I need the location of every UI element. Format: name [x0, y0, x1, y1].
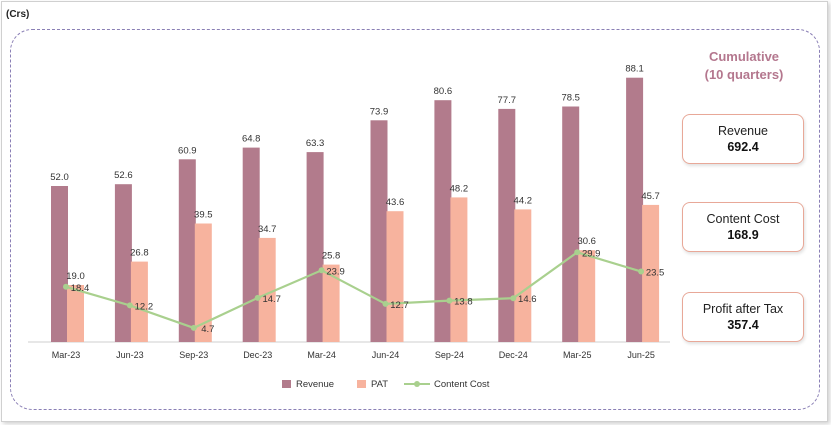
pat-bar	[514, 209, 532, 342]
content-cost-data-label: 23.5	[646, 268, 665, 279]
revenue-data-label: 52.6	[114, 170, 133, 181]
pat-bar	[67, 285, 84, 342]
x-tick-label: Jun-24	[372, 350, 400, 360]
cumulative-title-line1: Cumulative	[708, 49, 780, 64]
content-cost-data-label: 18.4	[71, 283, 90, 294]
x-tick-label: Dec-24	[499, 350, 528, 360]
content-cost-point	[63, 283, 69, 290]
pat-data-label: 45.7	[641, 191, 660, 202]
content-cost-line	[65, 251, 642, 330]
revenue-data-label: 73.9	[370, 106, 389, 117]
content-cost-point	[254, 294, 261, 301]
pat-bar	[322, 264, 340, 342]
pat-bar	[578, 250, 596, 342]
legend-swatch-revenue	[282, 380, 291, 388]
cumulative-title: Cumulative (10 quarters)	[684, 48, 804, 84]
pat-data-label: 43.6	[386, 197, 405, 208]
x-tick-label: Mar-23	[52, 350, 81, 360]
content-cost-point	[574, 249, 581, 256]
kpi-value: 357.4	[727, 318, 759, 332]
revenue-bar	[114, 184, 132, 342]
pat-data-label: 34.7	[258, 224, 277, 235]
x-tick-label: Jun-23	[116, 350, 144, 360]
pat-data-label: 48.2	[450, 183, 469, 194]
x-tick-label: Jun-25	[627, 350, 655, 360]
x-tick-label: Sep-23	[179, 350, 208, 360]
pat-bar	[258, 237, 276, 342]
pat-bar	[450, 197, 468, 342]
content-cost-point	[638, 268, 645, 275]
content-cost-data-label: 23.9	[326, 266, 345, 277]
pat-data-label: 26.8	[130, 248, 149, 259]
content-cost-data-label: 4.7	[201, 324, 214, 335]
pat-data-label: 19.0	[66, 271, 85, 282]
revenue-bar	[306, 152, 324, 342]
revenue-data-label: 52.0	[50, 172, 69, 183]
pat-data-label: 25.8	[322, 251, 341, 262]
revenue-bar	[178, 159, 196, 342]
pat-bar	[642, 204, 660, 342]
content-cost-point	[382, 300, 389, 307]
x-tick-label: Sep-24	[435, 350, 464, 360]
content-cost-data-label: 13.8	[454, 297, 473, 308]
kpi-label: Revenue	[717, 124, 769, 138]
pat-data-label: 44.2	[514, 195, 533, 206]
chart-panel-border	[10, 29, 820, 410]
revenue-data-label: 64.8	[242, 134, 261, 145]
kpi-card-revenue: Revenue 692.4	[682, 114, 804, 164]
pat-bar	[194, 223, 212, 342]
content-cost-point	[446, 297, 453, 304]
kpi-card-profit-after-tax: Profit after Tax 357.4	[682, 292, 804, 342]
cumulative-title-line2: (10 quarters)	[704, 67, 784, 82]
legend-marker-content-cost	[414, 381, 420, 387]
content-cost-point	[318, 267, 325, 274]
pat-bar	[130, 261, 148, 342]
revenue-data-label: 80.6	[434, 86, 453, 97]
revenue-data-label: 77.7	[498, 95, 517, 106]
pat-bar	[386, 211, 404, 342]
revenue-bar	[498, 108, 516, 343]
revenue-bar	[370, 120, 388, 342]
x-tick-label: Dec-23	[243, 350, 272, 360]
kpi-value: 692.4	[727, 140, 759, 154]
content-cost-data-label: 14.7	[262, 294, 281, 305]
legend-label-content-cost: Content Cost	[434, 379, 490, 390]
content-cost-data-label: 14.6	[518, 294, 537, 305]
content-cost-point	[126, 302, 133, 309]
revenue-bar	[562, 106, 580, 342]
kpi-card-content-cost: Content Cost 168.9	[682, 202, 804, 252]
revenue-data-label: 88.1	[625, 64, 644, 75]
revenue-bar	[434, 100, 452, 342]
kpi-value: 168.9	[727, 228, 759, 242]
kpi-label: Profit after Tax	[702, 302, 784, 316]
content-cost-data-label: 12.2	[135, 301, 154, 312]
pat-data-label: 39.5	[194, 210, 213, 221]
content-cost-point	[190, 324, 197, 331]
kpi-label: Content Cost	[706, 212, 780, 226]
x-tick-label: Mar-24	[307, 350, 336, 360]
x-tick-label: Mar-25	[563, 350, 592, 360]
legend-label-pat: PAT	[371, 379, 388, 390]
unit-label: (Crs)	[6, 9, 30, 20]
revenue-data-label: 60.9	[178, 145, 197, 156]
revenue-data-label: 63.3	[306, 138, 325, 149]
revenue-bar	[626, 77, 644, 342]
revenue-bar	[51, 186, 68, 342]
content-cost-point	[510, 295, 517, 302]
legend-swatch-pat	[357, 380, 366, 388]
pat-data-label: 30.6	[577, 236, 596, 247]
revenue-bar	[242, 147, 260, 342]
legend-label-revenue: Revenue	[296, 379, 334, 390]
revenue-data-label: 78.5	[561, 93, 580, 104]
content-cost-data-label: 12.7	[390, 300, 409, 311]
content-cost-data-label: 29.9	[582, 248, 601, 259]
